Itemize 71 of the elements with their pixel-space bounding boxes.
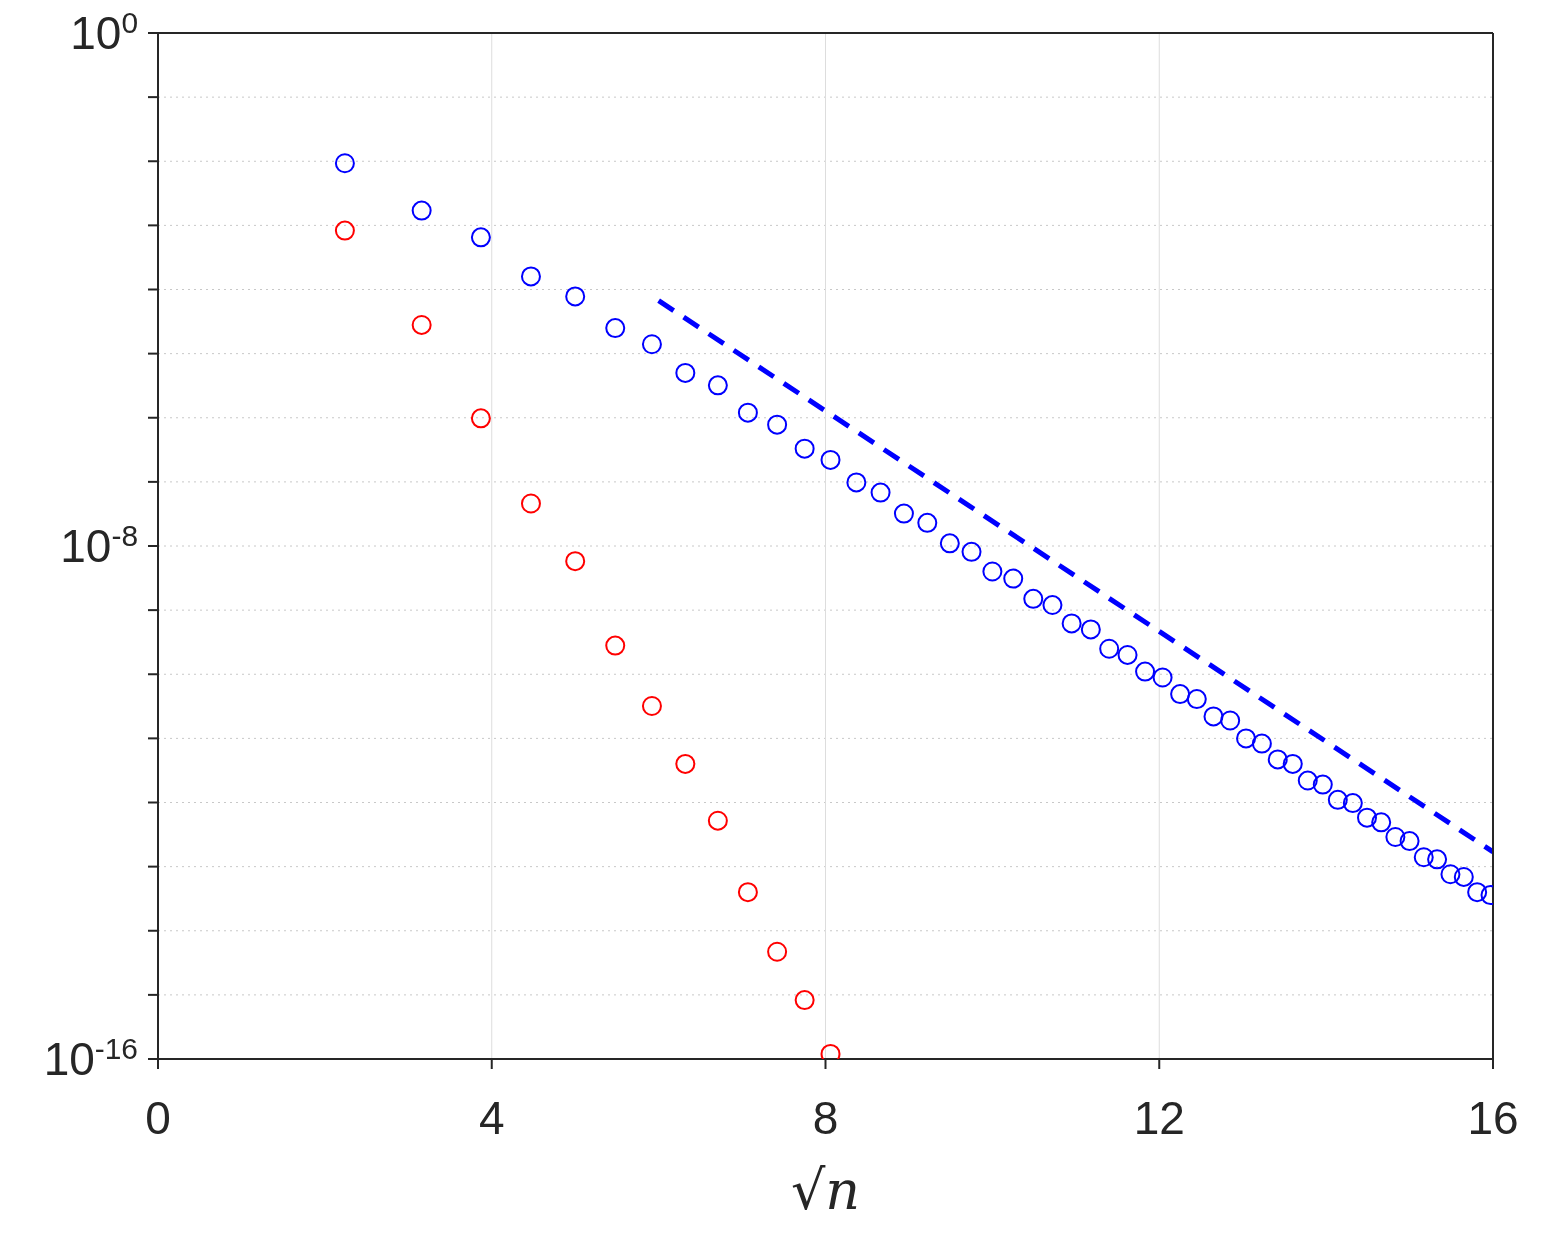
point [1117,644,1138,665]
point [917,512,938,533]
point [641,334,662,355]
point [846,472,867,493]
point [939,533,960,554]
x-tick-label: 8 [812,1091,839,1144]
point [707,375,728,396]
x-tick-label: 16 [1467,1091,1519,1144]
point [334,220,355,241]
point [820,449,841,470]
point [565,286,586,307]
point [1385,826,1406,847]
point [411,314,432,335]
point [675,362,696,383]
point [1061,613,1082,634]
point [1152,667,1173,688]
point [1042,595,1063,616]
point [1297,770,1318,791]
point [794,438,815,459]
point [1440,864,1461,885]
point [1220,710,1241,731]
point [675,753,696,774]
point [470,227,491,248]
point [767,414,788,435]
point [1467,882,1488,903]
point [707,810,728,831]
point [870,482,891,503]
point [1399,831,1420,852]
point [1203,706,1224,727]
point [1170,684,1191,705]
point [1453,866,1474,887]
point [1267,749,1288,770]
point [520,493,541,514]
point [605,635,626,656]
point [1251,733,1272,754]
x-tick-label: 0 [145,1091,171,1144]
point [605,318,626,339]
point [893,503,914,524]
x-axis-title: √n [790,1159,861,1222]
point [641,695,662,716]
point [1327,789,1348,810]
x-tick-label: 4 [478,1091,505,1144]
point [470,408,491,429]
point [1312,774,1333,795]
point [1023,588,1044,609]
point [737,882,758,903]
point [1135,661,1156,682]
y-tick-label: 10$^{-16}$ [43,1031,138,1085]
point [334,153,355,174]
point [767,941,788,962]
point [411,200,432,221]
point [1282,753,1303,774]
point [794,990,815,1011]
point [1099,638,1120,659]
y-tick-label: 10$^{0}$ [70,5,138,59]
point [565,551,586,572]
y-tick-label: 10$^{-8}$ [60,518,138,572]
x-tick-label: 12 [1133,1091,1185,1144]
point [1413,847,1434,868]
point [1357,807,1378,828]
point [520,266,541,287]
point [1186,689,1207,710]
point [1003,568,1024,589]
point [1371,812,1392,833]
point [961,541,982,562]
point [982,561,1003,582]
point [737,402,758,423]
point [1342,793,1363,814]
point [1080,619,1101,640]
point [1236,728,1257,749]
point [1427,849,1448,870]
